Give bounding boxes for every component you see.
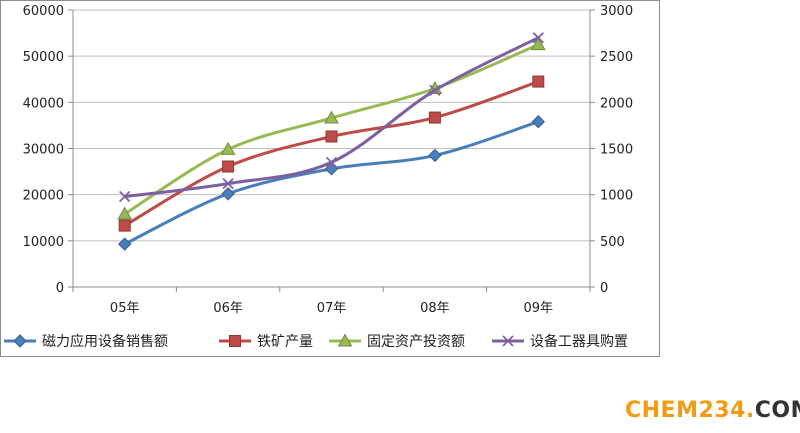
x-marker-stroke (325, 156, 338, 168)
x-tick-label: 09年 (524, 301, 554, 316)
y-left-tick-label: 50000 (23, 50, 64, 65)
data-point-series-4 (222, 177, 234, 190)
data-point-series-2 (532, 75, 545, 88)
legend: 磁力应用设备销售额 铁矿产量 固定资产投资额 设备工器具购置 (4, 333, 628, 350)
data-point-series-3 (117, 206, 133, 220)
legend-label-2: 铁矿产量 (257, 334, 313, 350)
data-point-series-4 (325, 156, 338, 168)
chart-area-border (0, 0, 660, 357)
y-left-tick-label: 60000 (23, 4, 64, 19)
data-point-series-3 (220, 141, 236, 155)
data-point-series-4 (532, 32, 544, 44)
legend-label-1: 磁力应用设备销售额 (42, 333, 168, 350)
data-point-series-4 (119, 190, 131, 203)
watermark-suffix-text: COM (754, 398, 800, 423)
y-left-tick-label: 40000 (23, 96, 64, 111)
x-tick-label: 06年 (213, 301, 243, 316)
data-point-series-4 (429, 84, 441, 96)
x-tick-label: 08年 (420, 301, 450, 316)
data-point-series-3 (324, 110, 339, 124)
x-marker-stroke (119, 190, 131, 203)
y-right-tick-label: 0 (600, 281, 608, 296)
x-marker-stroke (222, 177, 234, 190)
gridlines (73, 9, 590, 242)
x-tick-label: 05年 (110, 301, 140, 316)
y-right-tick-label: 2000 (600, 96, 633, 111)
watermark-main-text: CHEM234 (625, 398, 746, 423)
watermark-logo: CHEM234.COM (625, 398, 800, 423)
data-point-series-1 (221, 187, 235, 201)
legend-label-3: 固定资产投资额 (367, 334, 465, 350)
axes: 0 10000 20000 30000 40000 50000 60000 0 500 1000 1… (23, 4, 633, 316)
y-left-tick-label: 30000 (23, 143, 64, 158)
data-point-series-2 (428, 111, 441, 124)
series-layer (117, 32, 546, 251)
legend-marker-3 (337, 333, 353, 347)
data-point-series-1 (117, 237, 132, 251)
x-marker-stroke (532, 32, 544, 44)
y-right-tick-label: 1000 (600, 189, 633, 204)
y-right-tick-label: 500 (600, 235, 625, 250)
data-point-series-2 (222, 160, 235, 173)
data-point-series-1 (428, 148, 442, 163)
x-tick-label: 07年 (317, 301, 347, 316)
y-right-tick-label: 1500 (600, 143, 633, 158)
x-marker-stroke (502, 335, 514, 347)
legend-marker-1 (13, 334, 27, 348)
watermark-dot: . (745, 398, 755, 423)
legend-label-4: 设备工器具购置 (530, 333, 628, 350)
data-point-series-2 (325, 130, 338, 143)
y-right-tick-label: 2500 (600, 50, 633, 65)
legend-marker-4 (502, 335, 514, 347)
y-left-tick-label: 10000 (23, 235, 64, 250)
legend-marker-2 (229, 335, 241, 347)
data-point-series-1 (531, 115, 546, 129)
data-point-series-3 (530, 37, 546, 51)
data-point-series-2 (118, 219, 131, 232)
y-right-tick-label: 3000 (600, 4, 633, 19)
y-left-tick-label: 20000 (23, 189, 64, 204)
x-marker-stroke (429, 84, 441, 96)
y-left-tick-label: 0 (56, 281, 64, 296)
